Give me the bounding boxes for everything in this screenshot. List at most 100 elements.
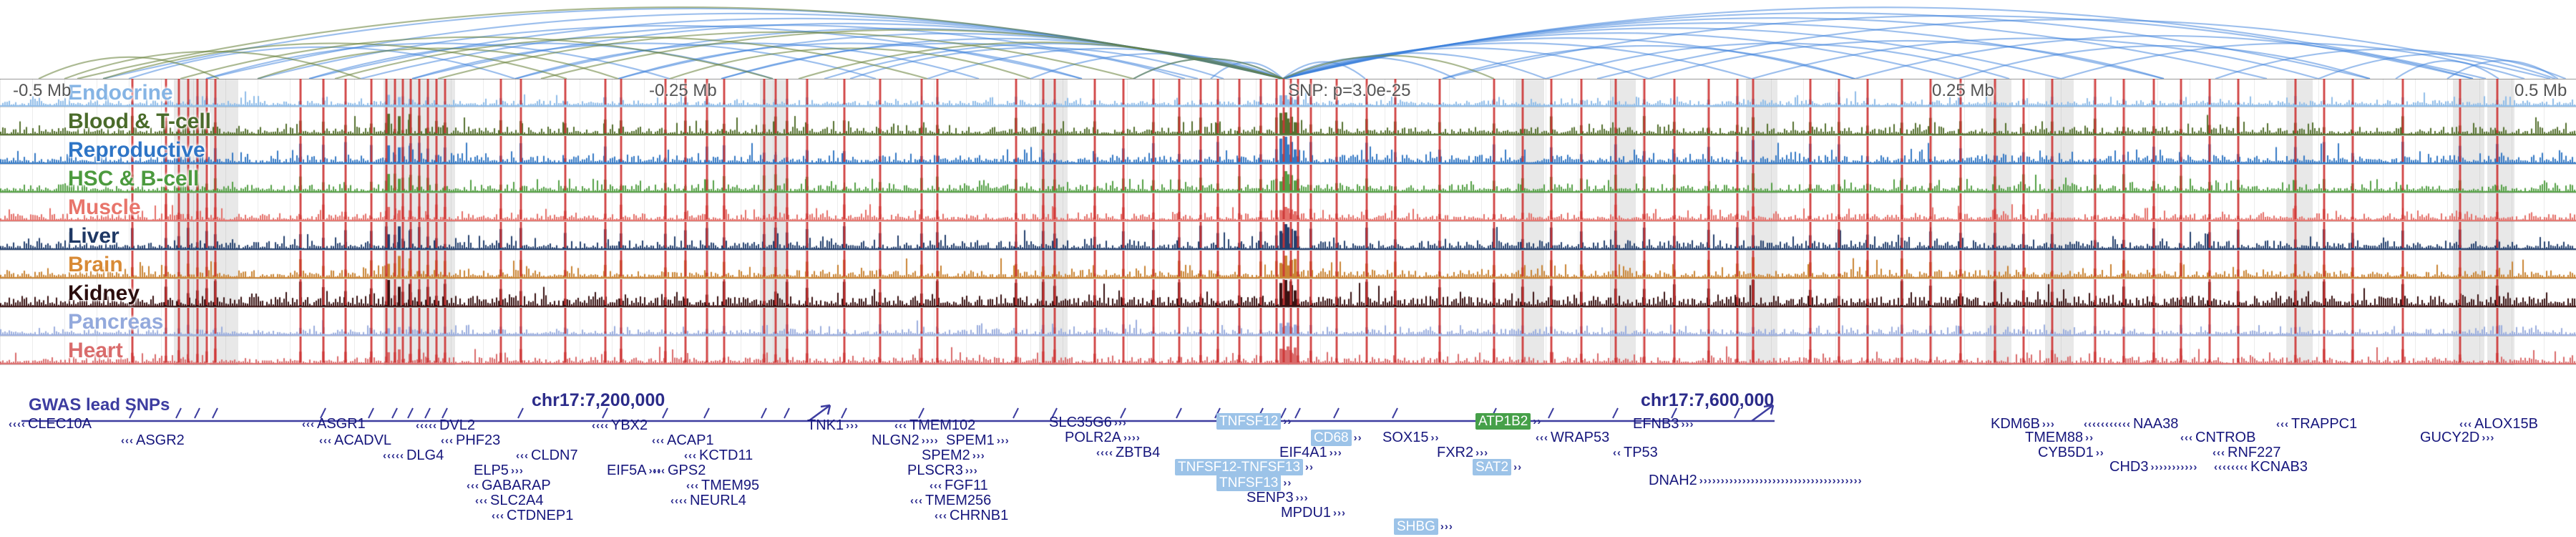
gene-label[interactable]: SHBG [1394, 518, 1438, 535]
gene[interactable]: SPEM2 ››› [922, 448, 985, 464]
gene-label[interactable]: ALOX15B [2474, 416, 2538, 432]
gene-label[interactable]: TNFSF13 [1216, 475, 1282, 491]
gene[interactable]: ‹‹‹ CLDN7 [516, 448, 578, 464]
gene-label[interactable]: FGF11 [945, 478, 988, 493]
gene[interactable]: ‹‹‹‹ ZBTB4 [1096, 445, 1160, 461]
gene-label[interactable]: TNK1 [807, 417, 844, 433]
gene[interactable]: EFNB3 ››› [1633, 416, 1694, 432]
gene-label[interactable]: ACADVL [334, 432, 392, 448]
gene[interactable]: ‹‹‹‹‹ DVL2 [416, 417, 475, 434]
gene-label[interactable]: TNFSF12-TNFSF13 [1175, 459, 1304, 475]
gene[interactable]: ‹‹ TP53 [1613, 445, 1658, 461]
gene[interactable]: ‹‹‹ RNF227 [2212, 445, 2280, 461]
gene[interactable]: EIF4A1 ››› [1279, 445, 1342, 461]
gene[interactable]: ‹‹‹‹ NEURL4 [670, 493, 746, 509]
gene[interactable]: CHD3 ››››››››››› [2109, 459, 2197, 475]
gene-label[interactable]: GUCY2D [2420, 430, 2480, 445]
gene-label[interactable]: KCTD11 [699, 448, 753, 463]
gene-label[interactable]: TP53 [1624, 445, 1658, 460]
gene[interactable]: ‹‹‹‹ CLEC10A [9, 416, 92, 432]
gene-label[interactable]: CD68 [1311, 430, 1352, 446]
gene[interactable]: ‹‹‹ GABARAP [467, 478, 551, 494]
gene-label[interactable]: SAT2 [1473, 459, 1512, 475]
gene-label[interactable]: YBX2 [610, 417, 648, 433]
gene[interactable]: SENP3 ››› [1246, 490, 1309, 506]
gene[interactable]: TNFSF12-TNFSF13 ›› [1175, 459, 1314, 475]
gene[interactable]: EIF5A ››› [607, 463, 662, 479]
gene-label[interactable]: MPDU1 [1281, 505, 1332, 521]
gene-label[interactable]: KDM6B [1991, 416, 2040, 432]
gene-label[interactable]: RNF227 [2228, 445, 2281, 460]
gene[interactable]: TNK1 ››› [807, 417, 859, 434]
gene[interactable]: GUCY2D ››› [2420, 430, 2494, 446]
gene-label[interactable]: TMEM102 [909, 417, 976, 433]
gene[interactable]: ‹‹‹ CNTROB [2180, 430, 2255, 446]
gene[interactable]: ‹‹‹ CHRNB1 [935, 508, 1008, 524]
gene-label[interactable]: WRAP53 [1551, 430, 1610, 445]
gene-label[interactable]: EFNB3 [1633, 416, 1679, 432]
gene[interactable]: SLC35G6 ››› [1049, 415, 1127, 431]
gene[interactable]: ‹‹‹ ASGR1 [302, 416, 366, 432]
gene-label[interactable]: FXR2 [1437, 445, 1474, 460]
gene-label[interactable]: ACAP1 [667, 432, 714, 448]
gene[interactable]: ‹‹‹ TMEM95 [686, 478, 759, 494]
gene-label[interactable]: SPEM1 [946, 432, 995, 448]
gene-label[interactable]: CHRNB1 [950, 508, 1009, 523]
gene[interactable]: NLGN2 ›››› [872, 432, 939, 449]
gene[interactable]: ‹‹‹‹‹‹‹‹‹‹‹ NAA38 [2084, 416, 2178, 432]
gene[interactable]: TMEM88 ›› [2025, 430, 2094, 446]
gene-label[interactable]: DNAH2 [1649, 473, 1697, 488]
gene-label[interactable]: CLEC10A [27, 416, 92, 432]
gene-label[interactable]: CTDNEP1 [507, 508, 574, 523]
gene-label[interactable]: POLR2A [1065, 430, 1121, 445]
gene-label[interactable]: SPEM2 [922, 448, 970, 463]
gene-label[interactable]: GPS2 [668, 463, 706, 478]
gene[interactable]: ‹‹‹ KCTD11 [684, 448, 753, 464]
gene[interactable]: SPEM1 ››› [946, 432, 1010, 449]
gene[interactable]: ‹‹‹ PHF23 [441, 432, 500, 449]
gene-label[interactable]: NEURL4 [689, 493, 746, 508]
gene[interactable]: SAT2 ›› [1473, 459, 1522, 475]
gene-label[interactable]: GABARAP [482, 478, 551, 493]
gene[interactable]: TNFSF12 ›› [1216, 413, 1292, 430]
gene-label[interactable]: CNTROB [2195, 430, 2256, 445]
gene[interactable]: ‹‹‹‹‹‹‹‹ KCNAB3 [2214, 459, 2308, 475]
gene-label[interactable]: TRAPPC1 [2291, 416, 2358, 432]
gene-label[interactable]: SLC2A4 [490, 493, 544, 508]
gene-label[interactable]: TMEM88 [2025, 430, 2084, 445]
gene[interactable]: DNAH2 ›››››››››››››››››››››››››››››››››››… [1649, 473, 1863, 489]
gene-label[interactable]: ATP1B2 [1475, 413, 1531, 430]
gene-label[interactable]: CLDN7 [531, 448, 578, 463]
gene-label[interactable]: DVL2 [439, 417, 476, 433]
gene-label[interactable]: PHF23 [456, 432, 501, 448]
gene[interactable]: ‹‹‹ ACADVL [319, 432, 391, 449]
gene[interactable]: MPDU1 ››› [1281, 505, 1346, 521]
gene[interactable]: ‹‹‹ SLC2A4 [475, 493, 544, 509]
gene[interactable]: ‹‹‹ TMEM102 [894, 417, 975, 434]
gene-label[interactable]: KCNAB3 [2250, 459, 2308, 475]
gene-label[interactable]: TNFSF12 [1216, 413, 1282, 430]
gene[interactable]: ELP5 ››› [474, 463, 524, 479]
gene[interactable]: SHBG ››› [1394, 518, 1453, 535]
gene-label[interactable]: ASGR2 [136, 432, 185, 448]
gene-label[interactable]: ZBTB4 [1115, 445, 1161, 460]
gene[interactable]: KDM6B ››› [1991, 416, 2055, 432]
gene[interactable]: ‹‹‹ ACAP1 [652, 432, 714, 449]
gene[interactable]: FXR2 ››› [1437, 445, 1488, 461]
gene-label[interactable]: TMEM95 [701, 478, 760, 493]
gene[interactable]: CD68 ›› [1311, 430, 1362, 446]
gene[interactable]: ‹‹‹ FGF11 [930, 478, 988, 494]
gene[interactable]: ATP1B2 ›› [1475, 413, 1541, 430]
gene[interactable]: TNFSF13 ›› [1216, 475, 1292, 491]
gene-label[interactable]: NAA38 [2132, 416, 2179, 432]
gene[interactable]: ‹‹‹ ALOX15B [2459, 416, 2538, 432]
gene-label[interactable]: CYB5D1 [2038, 445, 2094, 460]
gene-label[interactable]: NLGN2 [872, 432, 919, 448]
gene-label[interactable]: ELP5 [474, 463, 509, 478]
gene[interactable]: ‹‹‹‹‹ DLG4 [383, 448, 444, 464]
gene[interactable]: ‹‹‹ WRAP53 [1536, 430, 1609, 446]
gene[interactable]: PLSCR3 ››› [907, 463, 978, 479]
gene[interactable]: ‹‹‹ ASGR2 [121, 432, 185, 449]
gene[interactable]: POLR2A ›››› [1065, 430, 1141, 446]
gene-label[interactable]: SLC35G6 [1049, 415, 1112, 430]
